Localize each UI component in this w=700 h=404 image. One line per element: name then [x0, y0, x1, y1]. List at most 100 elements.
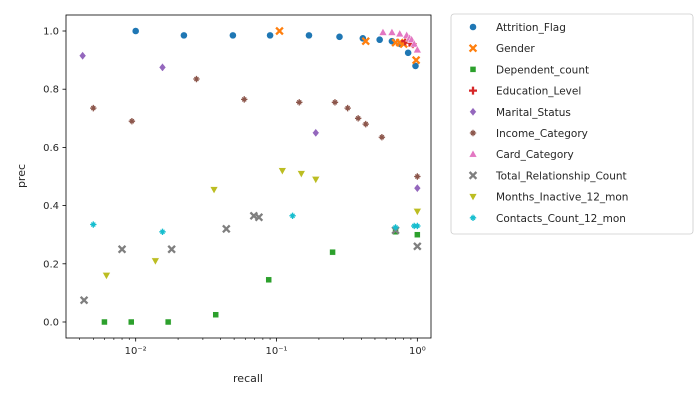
legend-label: Attrition_Flag [496, 22, 566, 34]
legend-label: Contacts_Count_12_mon [496, 213, 626, 225]
data-point [414, 231, 421, 238]
series-total-relationship-count [79, 211, 422, 305]
data-point [413, 183, 422, 193]
legend-label: Total_Relationship_Count [495, 170, 627, 182]
data-point [362, 120, 369, 128]
y-tick-label: 0.2 [43, 259, 59, 270]
data-point [266, 31, 274, 40]
data-point [412, 45, 422, 54]
data-point [344, 104, 351, 112]
data-point [378, 27, 388, 36]
data-point [241, 96, 248, 103]
data-point [275, 26, 284, 36]
data-point [150, 257, 160, 266]
data-point [411, 55, 421, 65]
legend-marker [469, 23, 477, 31]
data-point [354, 115, 362, 122]
data-point [312, 128, 320, 138]
y-tick-label: 0.8 [43, 85, 59, 96]
data-point [395, 29, 405, 38]
y-tick-label: 0.0 [43, 317, 59, 328]
x-tick-label: 10⁻² [125, 346, 147, 357]
series-months-inactive-12-mon [102, 167, 422, 281]
y-tick-label: 1.0 [43, 27, 59, 38]
data-point [413, 242, 422, 251]
data-point [180, 31, 188, 40]
data-point [375, 35, 384, 44]
series-card-category [378, 27, 422, 54]
data-point [209, 186, 219, 195]
plot-area [78, 26, 422, 326]
y-tick-label: 0.6 [43, 143, 59, 154]
data-point [414, 222, 421, 230]
data-point [158, 62, 167, 72]
data-point [164, 318, 172, 326]
legend-label: Gender [496, 43, 535, 55]
data-point [265, 276, 272, 284]
data-point [329, 248, 336, 256]
legend-marker [469, 86, 477, 95]
data-point [387, 27, 397, 36]
series-marital-status [78, 51, 422, 193]
data-point [412, 208, 422, 217]
data-point [78, 51, 87, 61]
data-point [117, 245, 127, 254]
legend-label: Income_Category [496, 128, 588, 140]
axes-frame [65, 14, 432, 339]
legend-frame [450, 13, 694, 235]
series-income-category [90, 75, 421, 180]
legend-marker [469, 66, 477, 73]
legend-label: Card_Category [496, 149, 574, 161]
legend-label: Education_Level [496, 86, 581, 98]
axes: 10⁻² 10⁻¹ 10⁰ 0.0 0.2 0.4 0.6 0.8 1.0 [43, 14, 432, 357]
legend: Attrition_Flag Gender Dependent_count Educa… [450, 13, 694, 235]
series-dependent-count [101, 228, 421, 326]
x-tick-label: 10⁰ [409, 346, 426, 357]
data-point [90, 221, 97, 228]
data-point [79, 295, 89, 305]
legend-label: Marital_Status [496, 107, 571, 119]
data-point [128, 318, 135, 326]
x-tick-label: 10⁻¹ [266, 346, 288, 357]
data-point [409, 39, 419, 48]
data-point [296, 170, 306, 179]
data-point [131, 27, 140, 35]
data-point [414, 173, 421, 180]
legend-marker [468, 43, 478, 53]
data-point [128, 118, 136, 125]
y-tick-label: 0.4 [43, 201, 59, 212]
data-point [277, 167, 287, 176]
legend-marker [469, 214, 477, 221]
legend-marker [469, 129, 477, 137]
x-axis-label: recall [233, 372, 263, 385]
data-point [193, 75, 200, 83]
data-point [378, 134, 386, 141]
data-point [404, 48, 413, 57]
legend-marker [468, 193, 478, 202]
data-point [222, 224, 231, 234]
data-point [90, 104, 97, 112]
legend-label: Dependent_count [496, 64, 589, 76]
data-point [212, 311, 219, 318]
data-point [296, 99, 303, 106]
data-point [254, 213, 264, 222]
data-point [167, 245, 176, 254]
data-point [101, 318, 108, 326]
legend-marker [468, 149, 478, 158]
legend-marker [468, 171, 478, 180]
legend-marker [469, 107, 477, 117]
data-point [305, 31, 313, 40]
data-point [228, 31, 237, 40]
data-point [335, 32, 344, 41]
y-axis-label: prec [15, 164, 28, 188]
data-point [102, 272, 111, 281]
legend-label: Months_Inactive_12_mon [496, 192, 628, 204]
data-point [392, 224, 399, 231]
data-point [289, 212, 296, 219]
series-contacts-count-12-mon [90, 212, 421, 235]
series-attrition-flag [131, 27, 420, 70]
data-point [361, 36, 370, 46]
data-point [159, 228, 166, 235]
data-point [311, 176, 321, 185]
